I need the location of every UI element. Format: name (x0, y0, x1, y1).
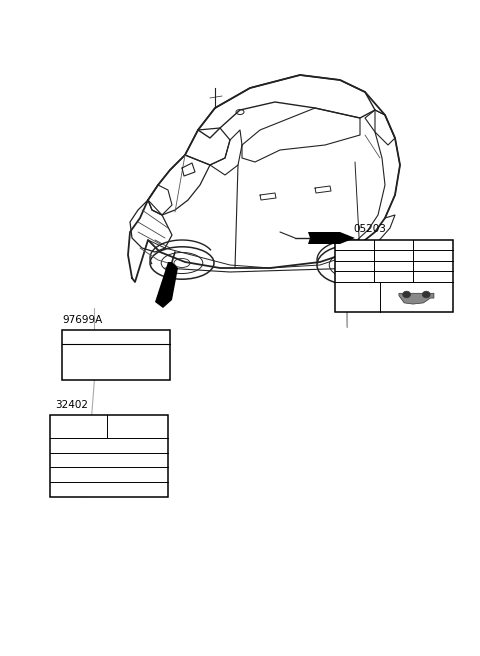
Bar (50, 415, 168, 497)
Text: 32402: 32402 (55, 400, 88, 410)
Polygon shape (399, 293, 434, 304)
Ellipse shape (403, 291, 410, 298)
Bar (335, 240, 453, 312)
Text: 97699A: 97699A (62, 315, 102, 325)
Bar (62, 330, 170, 380)
Polygon shape (308, 232, 355, 244)
Polygon shape (155, 262, 178, 308)
Text: 05203: 05203 (353, 224, 386, 234)
Ellipse shape (422, 291, 430, 298)
